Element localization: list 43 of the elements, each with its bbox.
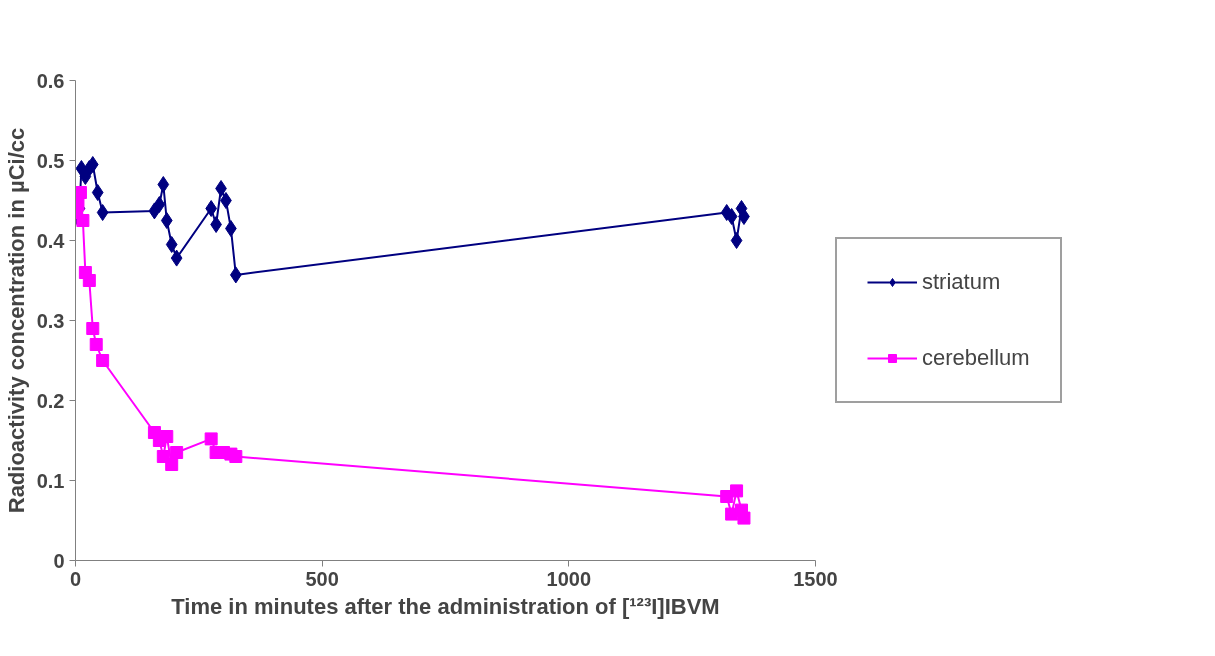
point [725,208,738,225]
y-tick-label: 0.6 [36,69,65,92]
y-tick-label: 0.3 [36,309,65,332]
x-tick-label: 1500 [793,567,838,590]
point [91,184,104,201]
y-tick-label: 0.1 [36,469,65,492]
point [75,186,87,199]
point [165,236,178,253]
point [157,176,170,193]
x-axis-title: Time in minutes after the administration of [¹²³I]IBVM [171,593,720,619]
point [153,196,166,213]
point [730,484,744,498]
point [89,338,103,351]
point [170,446,184,459]
y-axis-title: Radioactivity concentration in µCi/cc [3,127,29,514]
point [215,180,227,197]
point [86,156,99,173]
point [229,450,243,463]
point [204,432,218,446]
x-tick-label: 1000 [546,567,592,590]
y-tick-label: 0.2 [36,389,65,412]
point [165,458,179,471]
point [96,204,109,221]
point [82,274,96,287]
point [86,322,100,335]
x-tick-label: 0 [69,567,82,590]
point [225,220,237,237]
point [160,430,174,443]
x-tick-label: 500 [305,567,339,590]
point [210,216,222,233]
point [737,511,751,525]
point [220,192,232,209]
y-tick-label: 0.5 [36,149,65,172]
point [76,214,90,227]
point [170,249,183,267]
point [160,212,173,229]
point [96,354,110,367]
y-tick-label: 0.4 [36,229,66,252]
legend-label: cerebellum [922,345,1030,371]
point [730,232,743,249]
y-tick-label: 0 [53,549,65,572]
point [205,200,217,217]
legend-label: striatum [922,269,1001,295]
